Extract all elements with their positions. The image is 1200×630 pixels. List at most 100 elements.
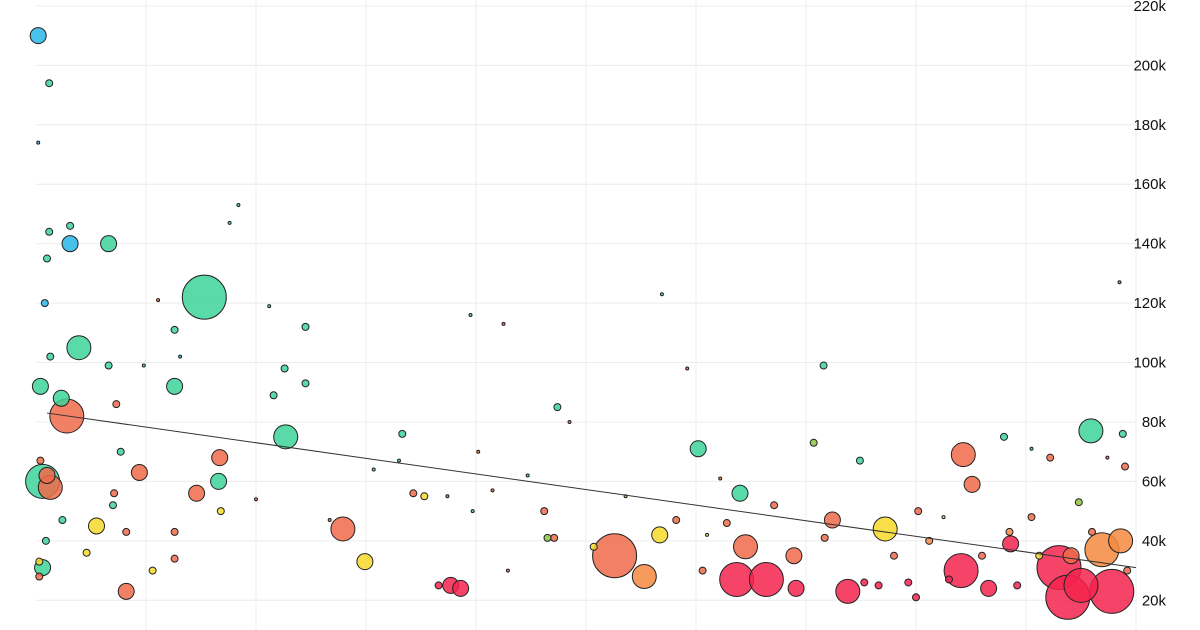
y-tick-label: 220k xyxy=(1133,0,1166,15)
bubble-point xyxy=(914,507,923,516)
bubble-point xyxy=(188,484,206,502)
bubble-point xyxy=(117,582,135,600)
bubble-point xyxy=(1063,567,1099,603)
bubble-point xyxy=(420,492,429,501)
bubble-point xyxy=(1002,535,1020,553)
bubble-point xyxy=(748,561,784,597)
bubble-point xyxy=(398,429,407,438)
bubble-point xyxy=(978,551,986,560)
bubble-point xyxy=(36,456,45,465)
bubble-point xyxy=(631,564,657,590)
bubble-point xyxy=(434,581,443,590)
bubble-point xyxy=(104,361,113,370)
bubble-point xyxy=(470,509,475,514)
bubble-point xyxy=(1062,547,1080,565)
bubble-point xyxy=(397,458,401,463)
bubble-point xyxy=(1105,455,1110,460)
bubble-point xyxy=(553,403,562,412)
bubble-point xyxy=(1088,527,1096,536)
x-gridlines xyxy=(145,0,1137,630)
bubble-point xyxy=(122,527,131,536)
bubble-point xyxy=(592,533,638,579)
bubble-point xyxy=(1005,527,1014,536)
bubble-point xyxy=(269,391,278,400)
bubble-point xyxy=(659,292,664,297)
bubble-point xyxy=(890,551,898,560)
bubble-point xyxy=(1027,513,1036,522)
bubble-point xyxy=(770,501,779,510)
bubble-point xyxy=(216,507,225,516)
bubble-point xyxy=(445,494,450,499)
y-tick-label: 40k xyxy=(1142,533,1167,550)
bubble-point xyxy=(43,254,51,263)
bubble-point xyxy=(1074,498,1083,507)
bubble-point xyxy=(1000,432,1008,441)
bubble-point xyxy=(1029,446,1034,451)
bubble-point xyxy=(327,518,332,523)
bubble-point xyxy=(452,579,470,597)
bubble-point xyxy=(211,449,229,467)
bubbles xyxy=(25,27,1135,620)
bubble-point xyxy=(820,533,829,542)
y-axis: 20k 40k 60k 80k 100k 120k 140k 160k 180k 200k 220k xyxy=(1133,0,1166,609)
bubble-point xyxy=(46,352,55,361)
bubble-point xyxy=(52,389,70,407)
bubble-point xyxy=(40,299,49,308)
bubble-point xyxy=(963,475,981,493)
bubble-point xyxy=(116,447,125,456)
bubble-point xyxy=(148,566,157,575)
bubble-point xyxy=(58,516,67,525)
bubble-point xyxy=(490,488,495,493)
bubble-point xyxy=(141,363,146,368)
bubble-point xyxy=(476,449,481,454)
bubble-point xyxy=(1121,462,1129,471)
bubble-point xyxy=(1108,528,1134,554)
bubble-point xyxy=(41,536,50,545)
trend-line-group xyxy=(46,412,1137,569)
bubble-point xyxy=(925,536,934,545)
bubble-point xyxy=(88,517,105,535)
bubble-point xyxy=(904,578,913,587)
bubble-point xyxy=(170,527,179,536)
bubble-point xyxy=(731,484,749,502)
bubble-point xyxy=(860,578,869,587)
bubble-point xyxy=(31,377,49,395)
bubble-point xyxy=(719,561,755,597)
y-tick-label: 180k xyxy=(1133,117,1166,134)
bubble-point xyxy=(874,581,883,590)
bubble-point xyxy=(29,27,47,45)
bubble-point xyxy=(130,464,148,481)
bubble-point xyxy=(589,542,598,551)
bubble-point xyxy=(178,354,183,359)
bubble-point xyxy=(210,472,228,490)
bubble-point xyxy=(685,366,690,371)
bubble-point xyxy=(945,575,953,584)
bubble-point xyxy=(36,140,41,145)
bubble-point xyxy=(1078,418,1104,444)
y-tick-label: 80k xyxy=(1142,414,1167,431)
bubble-point xyxy=(301,322,310,331)
bubble-point xyxy=(705,532,709,537)
bubble-point xyxy=(468,313,473,317)
bubble-point xyxy=(980,579,998,597)
bubble-point xyxy=(501,321,506,326)
bubble-point xyxy=(356,553,374,571)
bubble-point xyxy=(236,203,241,208)
bubble-point xyxy=(855,456,864,465)
bubble-point xyxy=(254,497,258,502)
bubble-point xyxy=(835,578,861,604)
bubble-point xyxy=(409,489,418,498)
y-gridlines xyxy=(36,5,1136,601)
bubble-point xyxy=(809,438,818,447)
bubble-point xyxy=(1123,566,1132,575)
bubble-point xyxy=(651,526,669,544)
bubble-point xyxy=(166,377,184,395)
bubble-point xyxy=(567,419,572,424)
y-tick-label: 100k xyxy=(1133,355,1166,372)
bubble-point xyxy=(540,507,549,516)
bubble-point xyxy=(61,235,79,253)
bubble-point xyxy=(301,379,310,388)
bubble-point xyxy=(733,534,758,560)
y-tick-label: 60k xyxy=(1142,473,1167,490)
